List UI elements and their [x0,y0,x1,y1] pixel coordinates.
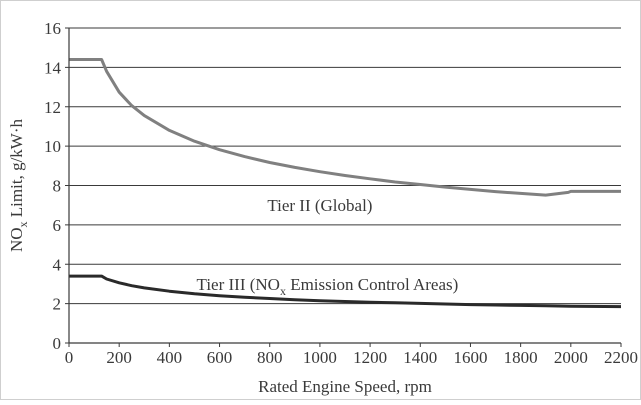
x-tick-label-1400: 1400 [403,348,437,367]
y-axis-title-prefix: NO [7,227,26,252]
x-tick-label-2200: 2200 [604,348,638,367]
y-tick-label-0: 0 [53,334,62,353]
series-lines [69,58,622,309]
y-axis-title-suffix: Limit, g/kW·h [7,118,26,221]
y-tick-label-4: 4 [53,255,62,274]
series-label-tier-iii: Tier III (NOx Emission Control Areas) [197,275,459,298]
x-tick-label-1800: 1800 [504,348,538,367]
series-label-tier-iii-pre: Tier III (NO [197,275,280,294]
x-tick-label-600: 600 [207,348,233,367]
x-axis-title: Rated Engine Speed, rpm [258,377,432,396]
series-label-tier-iii-post: Emission Control Areas) [286,275,458,294]
x-tick-label-1600: 1600 [453,348,487,367]
x-tick-label-2000: 2000 [554,348,588,367]
series-label-tier-ii: Tier II (Global) [267,196,372,215]
x-tick-label-400: 400 [157,348,183,367]
series-label-tier-iii-sub: x [280,284,286,298]
y-tick-label-8: 8 [53,177,62,196]
y-tick-label-6: 6 [53,216,62,235]
y-tick-label-12: 12 [44,98,61,117]
y-tick-label-16: 16 [44,19,61,38]
y-tick-label-14: 14 [44,58,62,77]
series-line-tier-iii [69,274,622,309]
y-axis-title-subscript: x [16,221,30,227]
x-tick-label-800: 800 [257,348,283,367]
gridlines [69,27,621,305]
axes: 0 2 4 6 8 10 12 14 16 0 200 400 600 800 1000 1200 1400 16… [44,19,638,367]
x-tick-label-1200: 1200 [353,348,387,367]
x-tick-label-1000: 1000 [303,348,337,367]
x-tick-label-200: 200 [106,348,132,367]
y-axis-title: NOx Limit, g/kW·h [7,118,30,252]
x-tick-label-0: 0 [65,348,74,367]
y-tick-label-10: 10 [44,137,61,156]
series-line-tier-ii [69,58,621,197]
y-tick-label-2: 2 [53,295,62,314]
